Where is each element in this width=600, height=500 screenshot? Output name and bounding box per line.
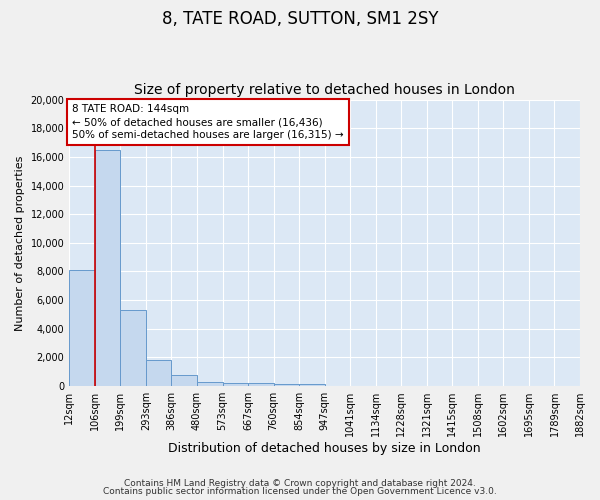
X-axis label: Distribution of detached houses by size in London: Distribution of detached houses by size … (169, 442, 481, 455)
Bar (69, 270, 95, 386)
Bar (146, 360, 172, 386)
Text: Contains HM Land Registry data © Crown copyright and database right 2024.: Contains HM Land Registry data © Crown c… (124, 478, 476, 488)
Text: 8 TATE ROAD: 144sqm
← 50% of detached houses are smaller (16,436)
50% of semi-de: 8 TATE ROAD: 144sqm ← 50% of detached ho… (72, 104, 343, 141)
Bar (223, 383, 248, 386)
Bar (299, 384, 325, 386)
Y-axis label: Number of detached properties: Number of detached properties (15, 155, 25, 330)
Bar (274, 384, 299, 386)
Title: Size of property relative to detached houses in London: Size of property relative to detached ho… (134, 83, 515, 97)
Bar (95, 150, 121, 386)
Bar (248, 383, 274, 386)
Bar (197, 382, 223, 386)
Text: Contains public sector information licensed under the Open Government Licence v3: Contains public sector information licen… (103, 487, 497, 496)
Bar (121, 310, 146, 386)
Bar (172, 376, 197, 386)
Text: 8, TATE ROAD, SUTTON, SM1 2SY: 8, TATE ROAD, SUTTON, SM1 2SY (162, 10, 438, 28)
